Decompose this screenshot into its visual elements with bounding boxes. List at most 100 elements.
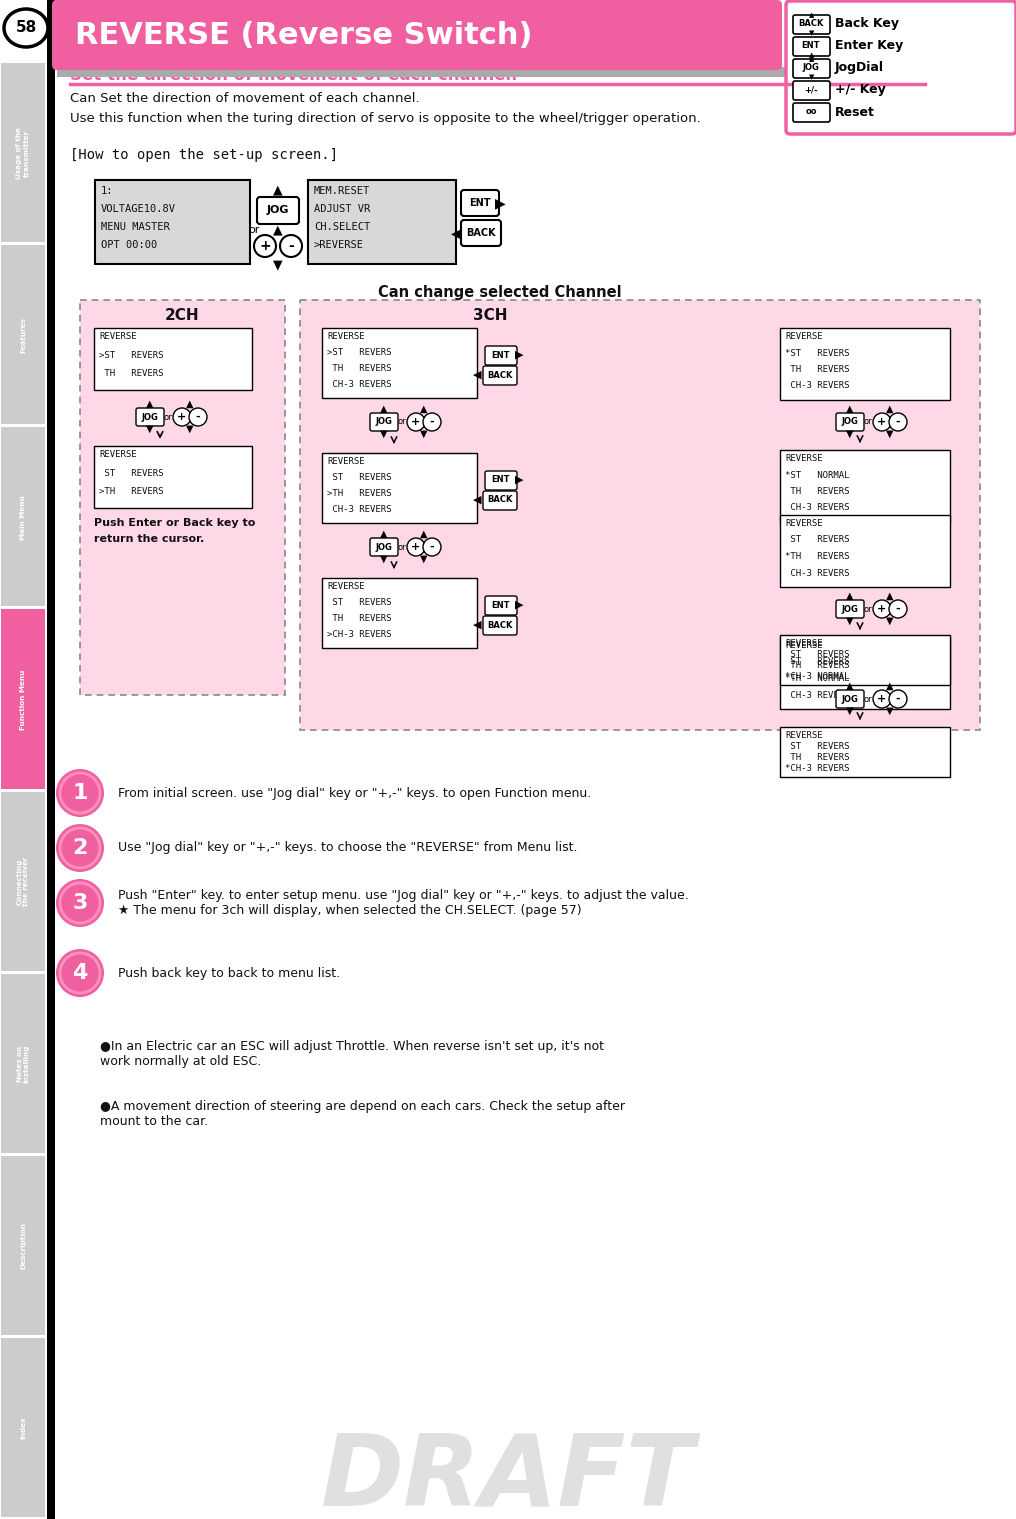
FancyBboxPatch shape: [483, 491, 517, 510]
Bar: [780, 636, 950, 709]
Bar: [780, 328, 950, 399]
Text: REVERSE (Reverse Switch): REVERSE (Reverse Switch): [75, 20, 532, 50]
Text: Index: Index: [20, 1417, 26, 1438]
Text: Usage of the
transmitter: Usage of the transmitter: [16, 128, 29, 179]
Text: ●A movement direction of steering are depend on each cars. Check the setup after: ●A movement direction of steering are de…: [100, 1100, 625, 1129]
Circle shape: [889, 600, 907, 618]
FancyBboxPatch shape: [836, 690, 864, 708]
Text: ▲: ▲: [846, 681, 853, 691]
Circle shape: [873, 690, 891, 708]
Circle shape: [407, 538, 425, 556]
Text: MENU MASTER: MENU MASTER: [101, 222, 170, 232]
Text: ▲: ▲: [421, 529, 428, 539]
Bar: [300, 299, 980, 731]
FancyBboxPatch shape: [786, 2, 1016, 134]
Text: ▼: ▼: [846, 428, 853, 439]
Text: ▲: ▲: [810, 12, 815, 18]
Circle shape: [889, 413, 907, 431]
Text: +: +: [878, 605, 887, 614]
Circle shape: [280, 235, 302, 257]
Text: Push "Enter" key. to enter setup menu. use "Jog dial" key or "+,-" keys. to adju: Push "Enter" key. to enter setup menu. u…: [118, 889, 689, 917]
FancyBboxPatch shape: [836, 413, 864, 431]
Text: 1:: 1:: [101, 185, 114, 196]
Text: Set the direction of movement of each channel.: Set the direction of movement of each ch…: [70, 65, 517, 84]
Text: -: -: [430, 418, 434, 427]
Text: >REVERSE: >REVERSE: [314, 240, 364, 251]
Text: -: -: [289, 238, 294, 254]
Circle shape: [189, 409, 207, 425]
Text: -: -: [196, 412, 200, 422]
Text: ◀: ◀: [472, 495, 482, 504]
Circle shape: [407, 413, 425, 431]
Text: JOG: JOG: [841, 605, 859, 614]
Text: ▲: ▲: [810, 56, 815, 62]
Text: Description: Description: [20, 1223, 26, 1270]
Text: ◀: ◀: [451, 226, 461, 240]
Bar: [94, 447, 252, 507]
Text: ▲: ▲: [846, 404, 853, 415]
Text: ▲: ▲: [886, 681, 894, 691]
Text: BACK: BACK: [488, 371, 513, 380]
Text: return the cursor.: return the cursor.: [94, 535, 204, 544]
Text: Connecting
the receiver: Connecting the receiver: [16, 857, 29, 907]
Text: ▶: ▶: [495, 196, 505, 210]
Text: From initial screen. use "Jog dial" key or "+,-" keys. to open Function menu.: From initial screen. use "Jog dial" key …: [118, 787, 591, 799]
Bar: [322, 579, 477, 649]
Text: Can change selected Channel: Can change selected Channel: [378, 284, 622, 299]
Text: ▶: ▶: [515, 600, 523, 611]
Text: BACK: BACK: [488, 620, 513, 629]
Circle shape: [873, 600, 891, 618]
Text: ▼: ▼: [886, 706, 894, 715]
Circle shape: [873, 413, 891, 431]
Text: ▲: ▲: [273, 223, 282, 237]
Circle shape: [60, 828, 100, 867]
Text: ▼: ▼: [886, 428, 894, 439]
Text: Reset: Reset: [835, 105, 875, 118]
Bar: [80, 299, 285, 696]
Text: +/- Key: +/- Key: [835, 84, 886, 97]
Text: JOG: JOG: [841, 418, 859, 427]
Text: ▼: ▼: [380, 428, 388, 439]
Circle shape: [56, 769, 104, 817]
Bar: [780, 515, 950, 586]
Bar: [780, 450, 950, 523]
FancyBboxPatch shape: [793, 81, 830, 100]
Text: TH   REVERS: TH REVERS: [327, 614, 391, 623]
Text: Back Key: Back Key: [835, 18, 899, 30]
Text: ▼: ▼: [273, 258, 282, 272]
Text: REVERSE: REVERSE: [785, 641, 823, 650]
Text: REVERSE: REVERSE: [327, 582, 365, 591]
Text: TH   REVERS: TH REVERS: [785, 661, 849, 670]
FancyBboxPatch shape: [793, 103, 830, 122]
Text: or: or: [864, 418, 873, 427]
Circle shape: [423, 413, 441, 431]
Text: +/-: +/-: [805, 85, 818, 94]
Circle shape: [254, 235, 276, 257]
Text: *CH-3 NORMAL: *CH-3 NORMAL: [785, 671, 849, 681]
FancyBboxPatch shape: [136, 409, 164, 425]
Bar: [780, 728, 950, 778]
Text: REVERSE: REVERSE: [785, 333, 823, 340]
Bar: [1, 62, 45, 242]
Text: CH-3 REVERS: CH-3 REVERS: [327, 504, 391, 513]
Bar: [1, 791, 45, 971]
Text: CH-3 REVERS: CH-3 REVERS: [327, 380, 391, 389]
Text: *CH-3 REVERS: *CH-3 REVERS: [785, 764, 849, 773]
Text: REVERSE: REVERSE: [785, 731, 823, 740]
Bar: [780, 635, 950, 685]
Text: 1: 1: [72, 782, 87, 804]
Text: TH   REVERS: TH REVERS: [99, 369, 164, 378]
Bar: [1, 245, 45, 424]
Text: Push back key to back to menu list.: Push back key to back to menu list.: [118, 966, 340, 980]
Text: *TH   NORMAL: *TH NORMAL: [785, 674, 849, 684]
FancyBboxPatch shape: [485, 595, 517, 615]
Text: ▲: ▲: [810, 52, 815, 58]
Text: or: or: [397, 418, 406, 427]
Text: 4: 4: [72, 963, 87, 983]
Text: >CH-3 REVERS: >CH-3 REVERS: [327, 630, 391, 639]
FancyBboxPatch shape: [485, 471, 517, 491]
Text: +: +: [411, 418, 421, 427]
Text: ST   REVERS: ST REVERS: [785, 741, 849, 750]
Circle shape: [889, 690, 907, 708]
Text: Features: Features: [20, 317, 26, 354]
